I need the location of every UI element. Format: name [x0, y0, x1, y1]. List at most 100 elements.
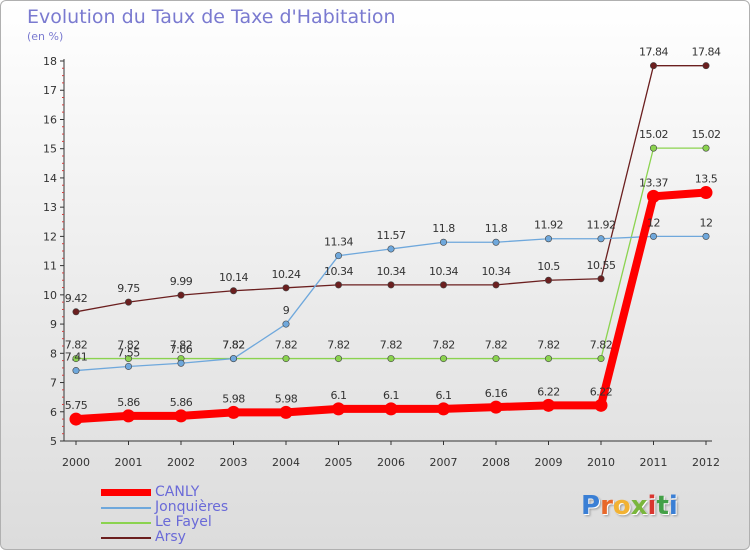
- data-label-canly: 6.1: [436, 389, 452, 402]
- data-point-le fayel: [282, 355, 290, 363]
- y-tick-label: 8: [50, 347, 57, 360]
- y-tick-label: 7: [50, 377, 57, 390]
- data-point-jonquières: [702, 232, 710, 240]
- data-label-arsy: 10.34: [429, 265, 458, 278]
- legend-label: Jonquières: [155, 499, 229, 515]
- y-tick-label: 5: [50, 435, 57, 448]
- data-point-le fayel: [72, 355, 80, 363]
- data-point-canly: [647, 189, 660, 203]
- data-label-canly: 5.86: [117, 396, 140, 409]
- data-label-le fayel: 7.82: [117, 339, 140, 352]
- logo-letter: x: [630, 491, 648, 521]
- data-point-jonquières: [597, 235, 605, 243]
- data-label-arsy: 10.24: [272, 268, 301, 281]
- data-label-jonquières: 12: [700, 216, 713, 229]
- data-label-arsy: 17.84: [692, 46, 721, 59]
- data-label-jonquières: 11.57: [377, 229, 406, 242]
- logo-letter: t: [656, 491, 669, 521]
- x-tick-label: 2005: [325, 456, 353, 469]
- data-point-arsy: [439, 281, 447, 289]
- data-label-le fayel: 7.82: [170, 339, 193, 352]
- x-tick-label: 2004: [272, 456, 300, 469]
- data-point-le fayel: [702, 144, 710, 152]
- data-label-arsy: 10.14: [219, 271, 248, 284]
- data-point-le fayel: [439, 355, 447, 363]
- data-point-arsy: [544, 276, 552, 284]
- x-tick-label: 2007: [430, 456, 458, 469]
- data-point-le fayel: [597, 355, 605, 363]
- data-label-arsy: 10.34: [377, 265, 406, 278]
- data-label-le fayel: 7.82: [485, 339, 508, 352]
- data-label-canly: 6.22: [590, 385, 613, 398]
- logo-letter: r: [600, 491, 613, 521]
- x-tick-label: 2001: [115, 456, 143, 469]
- y-tick-label: 11: [43, 260, 57, 273]
- x-tick-label: 2010: [587, 456, 615, 469]
- data-point-jonquières: [492, 238, 500, 246]
- data-label-jonquières: 7.55: [117, 346, 140, 359]
- legend-item: Le Fayel: [101, 515, 228, 530]
- x-tick-label: 2002: [167, 456, 195, 469]
- data-point-jonquières: [334, 252, 342, 260]
- y-tick-label: 10: [43, 289, 57, 302]
- data-label-canly: 5.75: [65, 399, 88, 412]
- data-point-canly: [69, 412, 83, 426]
- data-point-arsy: [177, 291, 185, 299]
- data-label-jonquières: 12: [647, 216, 660, 229]
- data-label-le fayel: 7.82: [327, 339, 350, 352]
- legend-item: Jonquières: [101, 500, 228, 515]
- data-label-le fayel: 15.02: [639, 128, 668, 141]
- logo-letter: i: [647, 491, 657, 521]
- legend-swatch: [101, 489, 151, 496]
- data-point-arsy: [125, 298, 133, 306]
- data-point-jonquières: [177, 359, 185, 367]
- data-point-arsy: [649, 62, 657, 70]
- data-point-canly: [699, 186, 713, 200]
- data-point-jonquières: [387, 245, 395, 253]
- data-point-jonquières: [439, 238, 447, 246]
- y-tick-label: 18: [43, 55, 57, 68]
- x-tick-label: 2011: [640, 456, 668, 469]
- proxiti-logo: Proxiti: [581, 491, 678, 521]
- data-point-canly: [542, 398, 555, 412]
- data-point-jonquières: [125, 362, 133, 370]
- y-tick-label: 16: [43, 113, 57, 126]
- data-label-canly: 6.1: [383, 389, 399, 402]
- data-point-jonquières: [282, 320, 290, 328]
- data-point-le fayel: [334, 355, 342, 363]
- data-point-arsy: [230, 287, 238, 295]
- data-label-le fayel: 15.02: [692, 128, 721, 141]
- series-line-le fayel: [75, 147, 707, 360]
- data-point-canly: [594, 398, 608, 412]
- data-point-jonquières: [230, 355, 238, 363]
- y-tick-label: 6: [50, 406, 57, 419]
- data-point-arsy: [72, 308, 80, 316]
- data-label-canly: 5.98: [275, 392, 298, 405]
- x-tick-label: 2006: [377, 456, 405, 469]
- data-label-arsy: 9.42: [65, 292, 88, 305]
- data-label-jonquières: 11.92: [587, 219, 616, 232]
- data-label-canly: 6.16: [485, 387, 508, 400]
- logo-letter: P: [581, 491, 601, 521]
- data-label-le fayel: 7.82: [275, 339, 298, 352]
- data-label-jonquières: 11.34: [324, 236, 353, 249]
- data-label-jonquières: 9: [283, 304, 290, 317]
- legend: CANLY Jonquières Le Fayel Arsy: [101, 485, 228, 545]
- x-tick-label: 2012: [692, 456, 720, 469]
- logo-letter: i: [668, 491, 678, 521]
- data-label-jonquières: 11.8: [485, 222, 508, 235]
- data-point-canly: [384, 402, 398, 416]
- data-point-arsy: [387, 281, 395, 289]
- data-label-canly: 5.86: [170, 396, 193, 409]
- data-label-le fayel: 7.82: [380, 339, 403, 352]
- data-label-jonquières: 7.41: [65, 351, 88, 364]
- data-label-canly: 5.98: [222, 392, 245, 405]
- y-tick-label: 15: [43, 143, 57, 156]
- data-label-arsy: 9.75: [117, 282, 140, 295]
- data-label-jonquières: 7.82: [222, 339, 245, 352]
- data-label-arsy: 10.34: [324, 265, 353, 278]
- legend-label: Arsy: [155, 529, 186, 545]
- x-tick-label: 2009: [535, 456, 563, 469]
- y-tick-label: 12: [43, 230, 57, 243]
- data-label-arsy: 10.5: [537, 260, 560, 273]
